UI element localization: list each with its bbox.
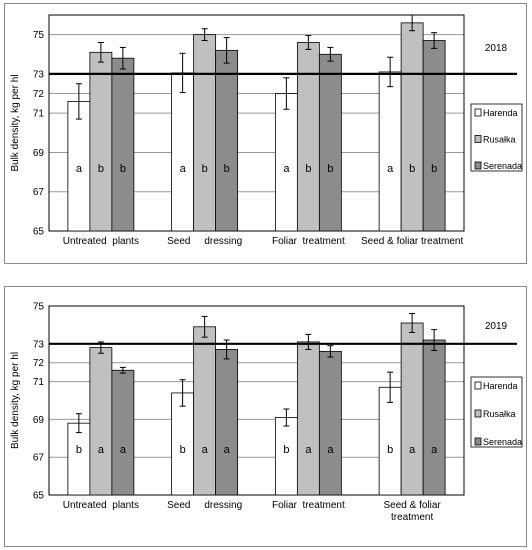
bar-harenda <box>171 72 195 232</box>
bar-serenada <box>422 339 446 496</box>
y-tick-label: 71 <box>33 377 45 388</box>
bar-chart-2018: 65 67 69 71 72 73 75 a b b Untreated plants a b b Seed… <box>10 14 523 247</box>
significance-letter: b <box>387 444 393 456</box>
significance-letter: a <box>202 444 209 456</box>
x-category-label: Seed dressing <box>167 500 242 511</box>
y-tick-label: 72 <box>33 89 45 100</box>
y-axis-label: Bulk density, kg per hl <box>10 352 21 449</box>
bar-harenda <box>67 422 91 496</box>
legend-swatch-serenada <box>474 437 482 446</box>
legend-label: Serenada <box>483 437 522 447</box>
legend-label: Serenada <box>483 161 522 171</box>
legend-swatch-serenada <box>474 161 482 170</box>
significance-letter: b <box>283 444 289 456</box>
significance-letter: b <box>76 444 82 456</box>
y-tick-label: 71 <box>33 109 45 120</box>
x-category-label: Untreated plants <box>63 500 139 511</box>
significance-letter: a <box>431 444 438 456</box>
plot-area-frame <box>48 305 465 496</box>
significance-letter: a <box>283 163 290 175</box>
significance-letter: b <box>327 163 333 175</box>
y-tick-label: 67 <box>33 453 45 464</box>
year-label: 2019 <box>485 321 508 332</box>
y-tick-label: 72 <box>33 358 45 369</box>
bar-serenada <box>111 369 135 496</box>
significance-letter: a <box>180 163 187 175</box>
significance-letter: b <box>98 163 104 175</box>
bar-serenada <box>111 57 135 232</box>
bar-harenda <box>378 386 402 496</box>
x-category-label: Untreated plants <box>63 236 139 247</box>
bar-serenada <box>318 350 342 496</box>
x-category-label: Seed & foliar treatment <box>361 236 463 247</box>
bar-serenada <box>318 53 342 232</box>
legend-label: Harenda <box>483 381 518 391</box>
y-tick-label: 75 <box>33 302 45 313</box>
bar-serenada <box>422 40 446 232</box>
significance-letter: a <box>98 444 105 456</box>
y-tick-label: 67 <box>33 187 45 198</box>
y-tick-label: 75 <box>33 30 45 41</box>
x-category-label-line: Seed & foliar <box>383 500 441 511</box>
legend-swatch-rusałka <box>474 135 482 143</box>
legend-swatch-harenda <box>474 108 482 117</box>
y-axis-label: Bulk density, kg per hl <box>10 74 21 171</box>
x-category-label-line: treatment <box>391 512 433 523</box>
significance-letter: b <box>180 444 186 456</box>
chart-panel-2019: 65 67 69 71 72 73 75 b a a Untreated plants b a a Seed… <box>4 286 527 547</box>
bar-rusałka <box>193 326 217 496</box>
legend-label: Rusałka <box>483 135 516 145</box>
y-tick-label: 69 <box>33 148 45 159</box>
x-category-label: Foliar treatment <box>272 236 345 247</box>
significance-letter: b <box>224 163 230 175</box>
significance-letter: a <box>305 444 312 456</box>
significance-letter: a <box>387 163 394 175</box>
x-category-label: Foliar treatment <box>272 500 345 511</box>
significance-letter: a <box>327 444 334 456</box>
y-tick-label: 69 <box>33 415 45 426</box>
x-category-label: Seed dressing <box>167 236 242 247</box>
bar-rusałka <box>296 42 320 232</box>
significance-letter: a <box>224 444 231 456</box>
year-label: 2018 <box>485 43 508 54</box>
bar-rusałka <box>296 341 320 496</box>
bar-chart-2019: 65 67 69 71 72 73 75 b a a Untreated plants b a a Seed… <box>10 302 523 523</box>
significance-letter: b <box>305 163 311 175</box>
bar-rusałka <box>400 22 424 232</box>
bar-harenda <box>274 417 298 496</box>
y-tick-label: 73 <box>33 339 45 350</box>
significance-letter: b <box>431 163 437 175</box>
plot-area-frame <box>48 14 465 232</box>
significance-letter: b <box>202 163 208 175</box>
significance-letter: a <box>409 444 416 456</box>
bar-rusałka <box>89 51 113 232</box>
bar-serenada <box>215 349 239 496</box>
x-category-label: Seed & foliar treatment <box>383 500 441 523</box>
significance-letter: a <box>76 163 83 175</box>
legend-swatch-rusałka <box>474 409 482 418</box>
chart-panel-2018: 65 67 69 71 72 73 75 a b b Untreated plants a b b Seed… <box>4 3 527 264</box>
bar-rusałka <box>193 34 217 232</box>
legend-label: Rusałka <box>483 409 516 419</box>
y-tick-label: 65 <box>33 227 45 238</box>
legend-label: Harenda <box>483 108 518 118</box>
y-tick-label: 65 <box>33 491 45 502</box>
legend-swatch-harenda <box>474 381 482 390</box>
significance-letter: a <box>120 444 127 456</box>
significance-letter: b <box>409 163 415 175</box>
bar-rusałka <box>400 322 424 496</box>
bar-harenda <box>378 71 402 232</box>
bar-serenada <box>215 49 239 232</box>
significance-letter: b <box>120 163 126 175</box>
bar-rusałka <box>89 347 113 496</box>
y-tick-label: 73 <box>33 69 45 80</box>
